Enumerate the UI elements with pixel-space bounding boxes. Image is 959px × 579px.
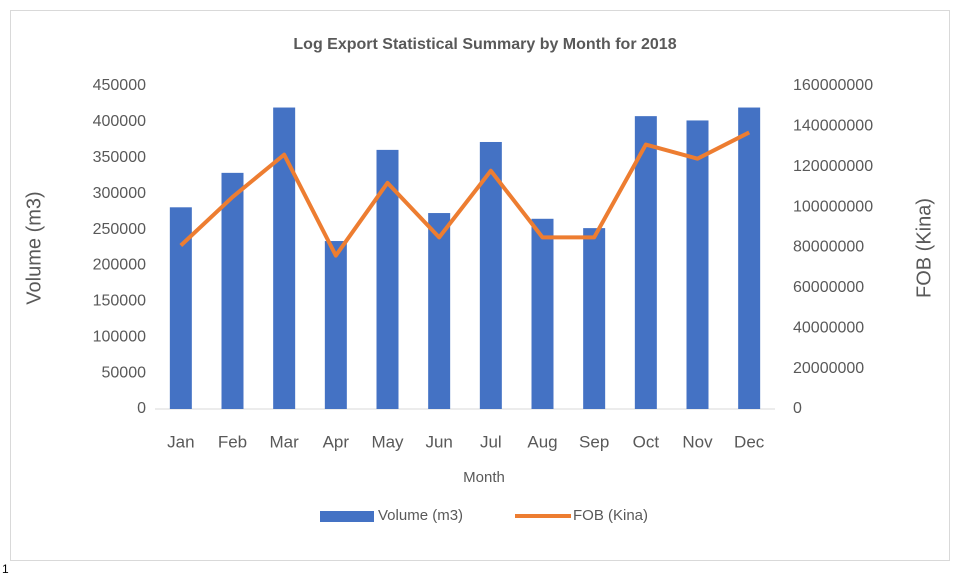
x-tick-label: Jan [167, 432, 194, 451]
x-tick-label: Dec [734, 432, 765, 451]
y-axis-title: Volume (m3) [23, 191, 45, 304]
page-number: 1 [2, 562, 9, 576]
y-tick-label: 350000 [93, 149, 146, 166]
x-tick-label: Jul [480, 432, 502, 451]
bar [169, 207, 192, 409]
x-tick-label: Aug [527, 432, 557, 451]
bar [583, 228, 606, 409]
bar [428, 213, 451, 409]
y2-tick-label: 20000000 [793, 360, 864, 377]
y-tick-label: 250000 [93, 221, 146, 238]
y2-axis-title: FOB (Kina) [913, 198, 935, 298]
legend-swatch [320, 511, 374, 522]
x-tick-label: Nov [682, 432, 713, 451]
bar [634, 116, 657, 409]
bar [479, 141, 502, 409]
y2-tick-label: 120000000 [793, 158, 873, 175]
y2-tick-label: 80000000 [793, 239, 864, 256]
y-tick-label: 300000 [93, 185, 146, 202]
legend-label: FOB (Kina) [573, 507, 648, 524]
y2-tick-label: 140000000 [793, 118, 873, 135]
y2-tick-label: 40000000 [793, 319, 864, 336]
y-tick-label: 450000 [93, 77, 146, 94]
x-tick-label: Jun [425, 432, 452, 451]
y-tick-label: 0 [137, 400, 146, 417]
y2-tick-label: 100000000 [793, 198, 873, 215]
legend-label: Volume (m3) [378, 507, 463, 524]
y-tick-label: 200000 [93, 257, 146, 274]
y-tick-label: 100000 [93, 328, 146, 345]
x-tick-label: Oct [633, 432, 660, 451]
y2-tick-label: 60000000 [793, 279, 864, 296]
bar [273, 107, 296, 410]
bar [531, 218, 554, 409]
x-tick-label: Mar [270, 432, 300, 451]
x-tick-label: Apr [323, 432, 350, 451]
y-tick-label: 400000 [93, 113, 146, 130]
bar [738, 107, 761, 410]
y-tick-label: 50000 [102, 364, 147, 381]
y-tick-label: 150000 [93, 293, 146, 310]
bar [686, 120, 709, 409]
bar [221, 172, 244, 409]
y2-tick-label: 160000000 [793, 77, 873, 94]
x-tick-label: Sep [579, 432, 609, 451]
x-tick-label: Feb [218, 432, 247, 451]
bar [324, 241, 347, 409]
line [179, 130, 751, 258]
y2-tick-label: 0 [793, 400, 802, 417]
x-axis-title: Month [463, 469, 505, 486]
bar [376, 149, 399, 410]
x-tick-label: May [371, 432, 404, 451]
chart-title: Log Export Statistical Summary by Month … [293, 36, 676, 53]
